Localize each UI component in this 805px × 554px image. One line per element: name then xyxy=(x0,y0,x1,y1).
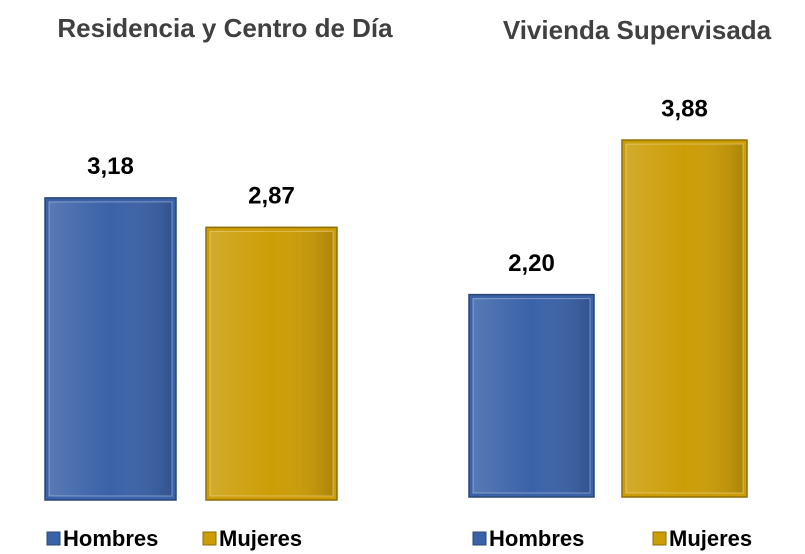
legend-swatch xyxy=(652,531,667,546)
legend-label: Hombres xyxy=(489,526,584,551)
legend-label: Hombres xyxy=(63,526,158,551)
bar-shade xyxy=(472,298,591,494)
chart-title: Residencia y Centro de Día xyxy=(57,13,393,43)
bar-shade xyxy=(48,201,173,497)
bar-shade xyxy=(625,143,744,494)
legend-swatch xyxy=(472,531,487,546)
value-label: 2,20 xyxy=(508,250,555,277)
legend-swatch xyxy=(202,531,217,546)
value-label: 3,18 xyxy=(87,153,134,180)
value-label: 3,88 xyxy=(661,95,708,122)
chart-title: Vivienda Supervisada xyxy=(503,15,772,45)
legend-swatch xyxy=(46,531,61,546)
legend-label: Mujeres xyxy=(669,526,752,551)
value-label: 2,87 xyxy=(248,183,295,210)
legend-label: Mujeres xyxy=(219,526,302,551)
bar-shade xyxy=(209,230,334,497)
